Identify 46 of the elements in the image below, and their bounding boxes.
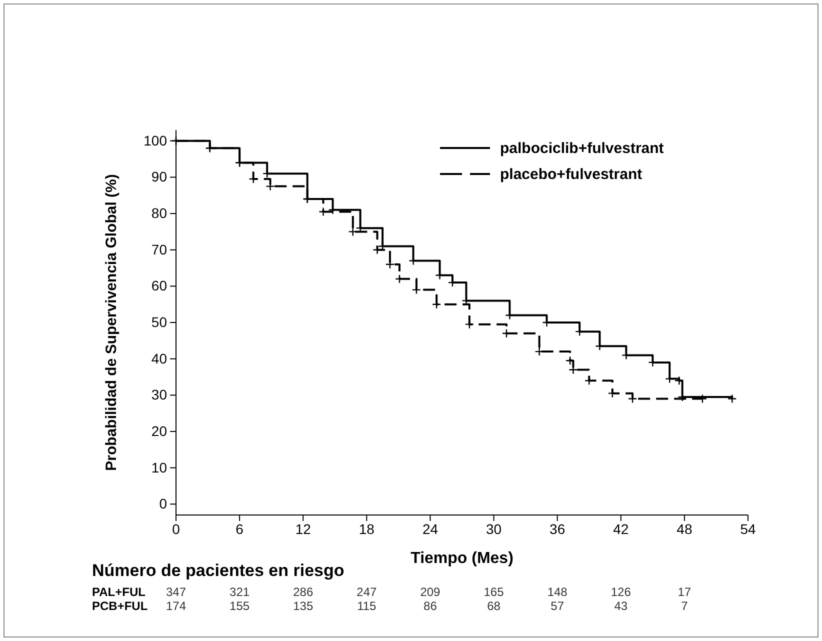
text: 286 — [293, 585, 314, 599]
x-tick-label: 12 — [295, 520, 312, 537]
text: 155 — [230, 599, 250, 613]
text: 17 — [678, 585, 692, 599]
text: 247 — [356, 585, 377, 599]
text: 174 — [166, 599, 186, 613]
text: 165 — [484, 585, 504, 599]
y-tick-label: 80 — [151, 205, 168, 222]
x-tick-label: 24 — [422, 520, 438, 537]
x-tick-label: 54 — [740, 520, 756, 537]
text: 57 — [550, 599, 564, 613]
text: 68 — [487, 599, 501, 613]
y-tick-label: 10 — [151, 459, 168, 476]
y-tick-label: 30 — [151, 386, 168, 403]
y-tick-label: 40 — [151, 350, 168, 366]
x-tick-label: 48 — [676, 520, 692, 537]
text: PCB+FUL — [92, 599, 148, 613]
legend-label: palbociclib+fulvestrant — [500, 140, 664, 157]
x-tick-label: 30 — [486, 520, 502, 537]
y-tick-label: 60 — [151, 278, 168, 294]
x-tick-label: 36 — [550, 520, 566, 537]
x-tick-label: 18 — [358, 520, 375, 537]
x-tick-label: 6 — [236, 520, 244, 537]
x-axis-title: Tiempo (Mes) — [410, 550, 514, 567]
text: 7 — [681, 599, 688, 613]
x-tick-label: 0 — [172, 520, 180, 537]
text: 321 — [230, 585, 250, 599]
y-tick-label: 90 — [151, 168, 168, 185]
y-tick-label: 20 — [151, 422, 168, 439]
y-tick-label: 70 — [151, 241, 168, 258]
y-axis-title: Probabilidad de Supervivencia Global (%) — [103, 174, 120, 471]
text: 86 — [424, 599, 438, 613]
text: PAL+FUL — [92, 585, 146, 599]
text: 148 — [547, 585, 568, 599]
legend-label: placebo+fulvestrant — [500, 166, 642, 183]
x-tick-label: 42 — [613, 520, 629, 537]
text: 115 — [357, 599, 377, 613]
y-tick-label: 50 — [151, 314, 168, 330]
text: 209 — [420, 585, 441, 599]
text: Número de pacientes en riesgo — [92, 561, 344, 580]
text: 126 — [610, 585, 632, 599]
text: 135 — [293, 599, 314, 613]
y-tick-label: 100 — [144, 132, 168, 148]
text: 43 — [614, 599, 628, 613]
text: 347 — [166, 585, 186, 599]
y-tick-label: 0 — [159, 496, 168, 512]
